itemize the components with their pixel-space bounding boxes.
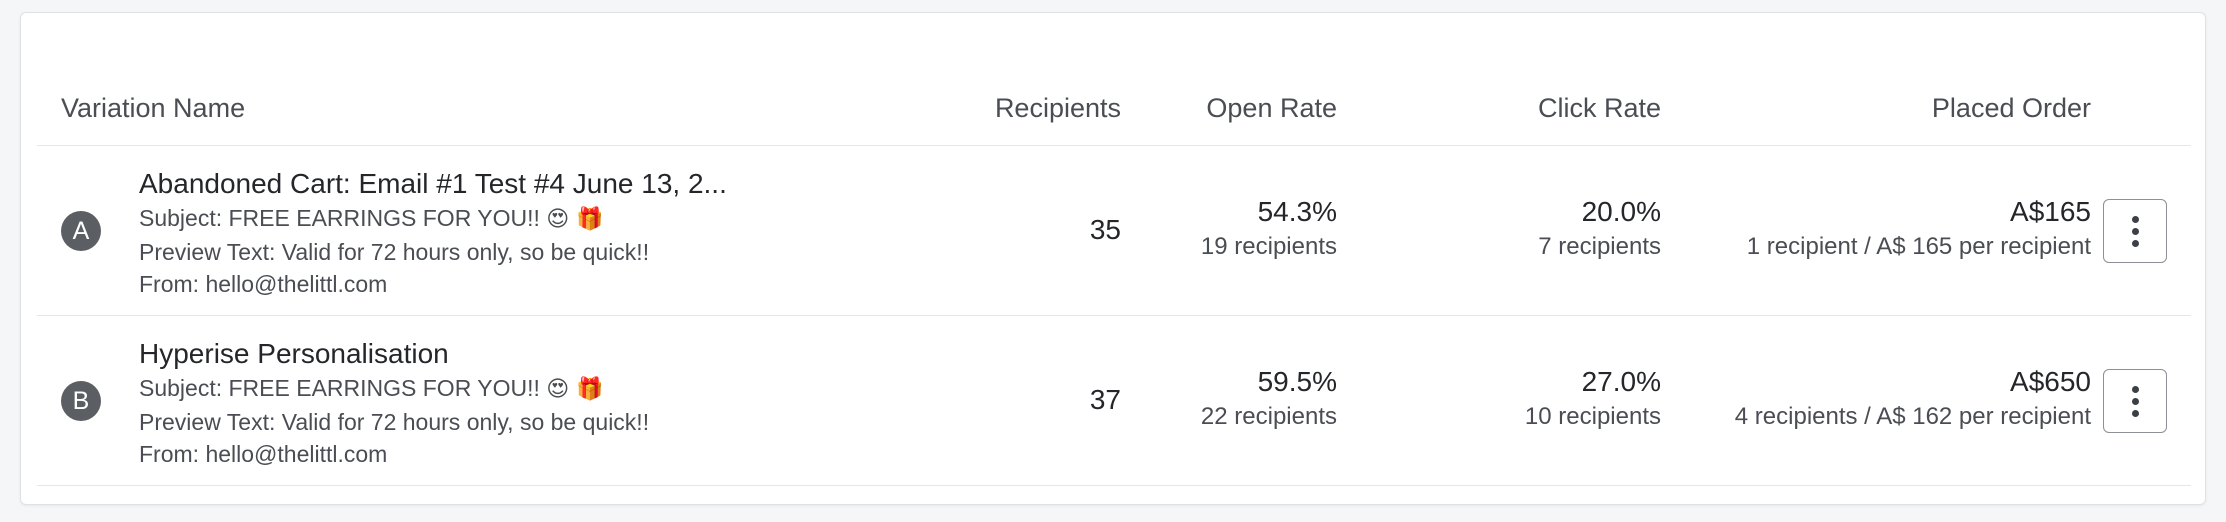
open-rate-value: 54.3% bbox=[1257, 196, 1337, 227]
open-rate-recipients: 19 recipients bbox=[1200, 233, 1337, 260]
click-rate-value: 27.0% bbox=[1581, 366, 1661, 397]
table-row: B Hyperise Personalisation Subject: FREE… bbox=[37, 316, 2191, 486]
click-rate-recipients: 7 recipients bbox=[1538, 233, 1661, 260]
placed-order-detail: 1 recipient / A$ 165 per recipient bbox=[1746, 233, 2091, 260]
variation-title[interactable]: Hyperise Personalisation bbox=[139, 338, 449, 369]
placed-order-value: A$650 bbox=[2010, 366, 2091, 397]
subject-emoji: 😍 🎁 bbox=[546, 377, 604, 402]
table-header: Variation Name Recipients Open Rate Clic… bbox=[37, 73, 2191, 146]
variations-table: Variation Name Recipients Open Rate Clic… bbox=[37, 73, 2191, 486]
placed-order-cell: A$650 4 recipients / A$ 162 per recipien… bbox=[1735, 364, 2091, 434]
click-rate-cell: 20.0% 7 recipients bbox=[1538, 194, 1661, 264]
variation-title[interactable]: Abandoned Cart: Email #1 Test #4 June 13… bbox=[139, 168, 727, 199]
variation-info: Hyperise Personalisation Subject: FREE E… bbox=[139, 336, 779, 470]
variation-info: Abandoned Cart: Email #1 Test #4 June 13… bbox=[139, 166, 779, 300]
header-variation-name[interactable]: Variation Name bbox=[61, 93, 246, 123]
click-rate-recipients: 10 recipients bbox=[1524, 403, 1661, 430]
recipients-cell: 35 bbox=[1090, 212, 1121, 248]
variation-subject: Subject: FREE EARRINGS FOR YOU!! 😍 🎁 bbox=[139, 202, 779, 236]
variation-badge: B bbox=[61, 381, 101, 421]
open-rate-cell: 54.3% 19 recipients bbox=[1201, 194, 1337, 264]
variation-results-card: Variation Name Recipients Open Rate Clic… bbox=[20, 12, 2206, 505]
more-actions-button[interactable] bbox=[2103, 369, 2167, 433]
open-rate-cell: 59.5% 22 recipients bbox=[1201, 364, 1337, 434]
placed-order-cell: A$165 1 recipient / A$ 165 per recipient bbox=[1747, 194, 2091, 264]
variation-from: From: hello@thelittl.com bbox=[139, 441, 388, 467]
subject-text: Subject: FREE EARRINGS FOR YOU!! bbox=[139, 375, 540, 401]
placed-order-value: A$165 bbox=[2010, 196, 2091, 227]
open-rate-value: 59.5% bbox=[1257, 366, 1337, 397]
variation-preview-text: Preview Text: Valid for 72 hours only, s… bbox=[139, 239, 650, 265]
table-row: A Abandoned Cart: Email #1 Test #4 June … bbox=[37, 146, 2191, 316]
header-open-rate[interactable]: Open Rate bbox=[1206, 93, 1337, 123]
click-rate-cell: 27.0% 10 recipients bbox=[1525, 364, 1661, 434]
variation-badge: A bbox=[61, 211, 101, 251]
recipients-count: 35 bbox=[1089, 214, 1121, 245]
click-rate-value: 20.0% bbox=[1581, 196, 1661, 227]
vertical-ellipsis-icon bbox=[2131, 215, 2139, 247]
header-placed-order[interactable]: Placed Order bbox=[1931, 93, 2091, 123]
variation-preview-text: Preview Text: Valid for 72 hours only, s… bbox=[139, 409, 650, 435]
vertical-ellipsis-icon bbox=[2131, 385, 2139, 417]
more-actions-button[interactable] bbox=[2103, 199, 2167, 263]
placed-order-detail: 4 recipients / A$ 162 per recipient bbox=[1734, 403, 2091, 430]
header-recipients[interactable]: Recipients bbox=[994, 93, 1121, 123]
subject-emoji: 😍 🎁 bbox=[546, 207, 604, 232]
open-rate-recipients: 22 recipients bbox=[1200, 403, 1337, 430]
header-click-rate[interactable]: Click Rate bbox=[1537, 93, 1661, 123]
variation-from: From: hello@thelittl.com bbox=[139, 271, 388, 297]
subject-text: Subject: FREE EARRINGS FOR YOU!! bbox=[139, 205, 540, 231]
recipients-count: 37 bbox=[1089, 384, 1121, 415]
recipients-cell: 37 bbox=[1090, 382, 1121, 418]
variation-subject: Subject: FREE EARRINGS FOR YOU!! 😍 🎁 bbox=[139, 372, 779, 406]
